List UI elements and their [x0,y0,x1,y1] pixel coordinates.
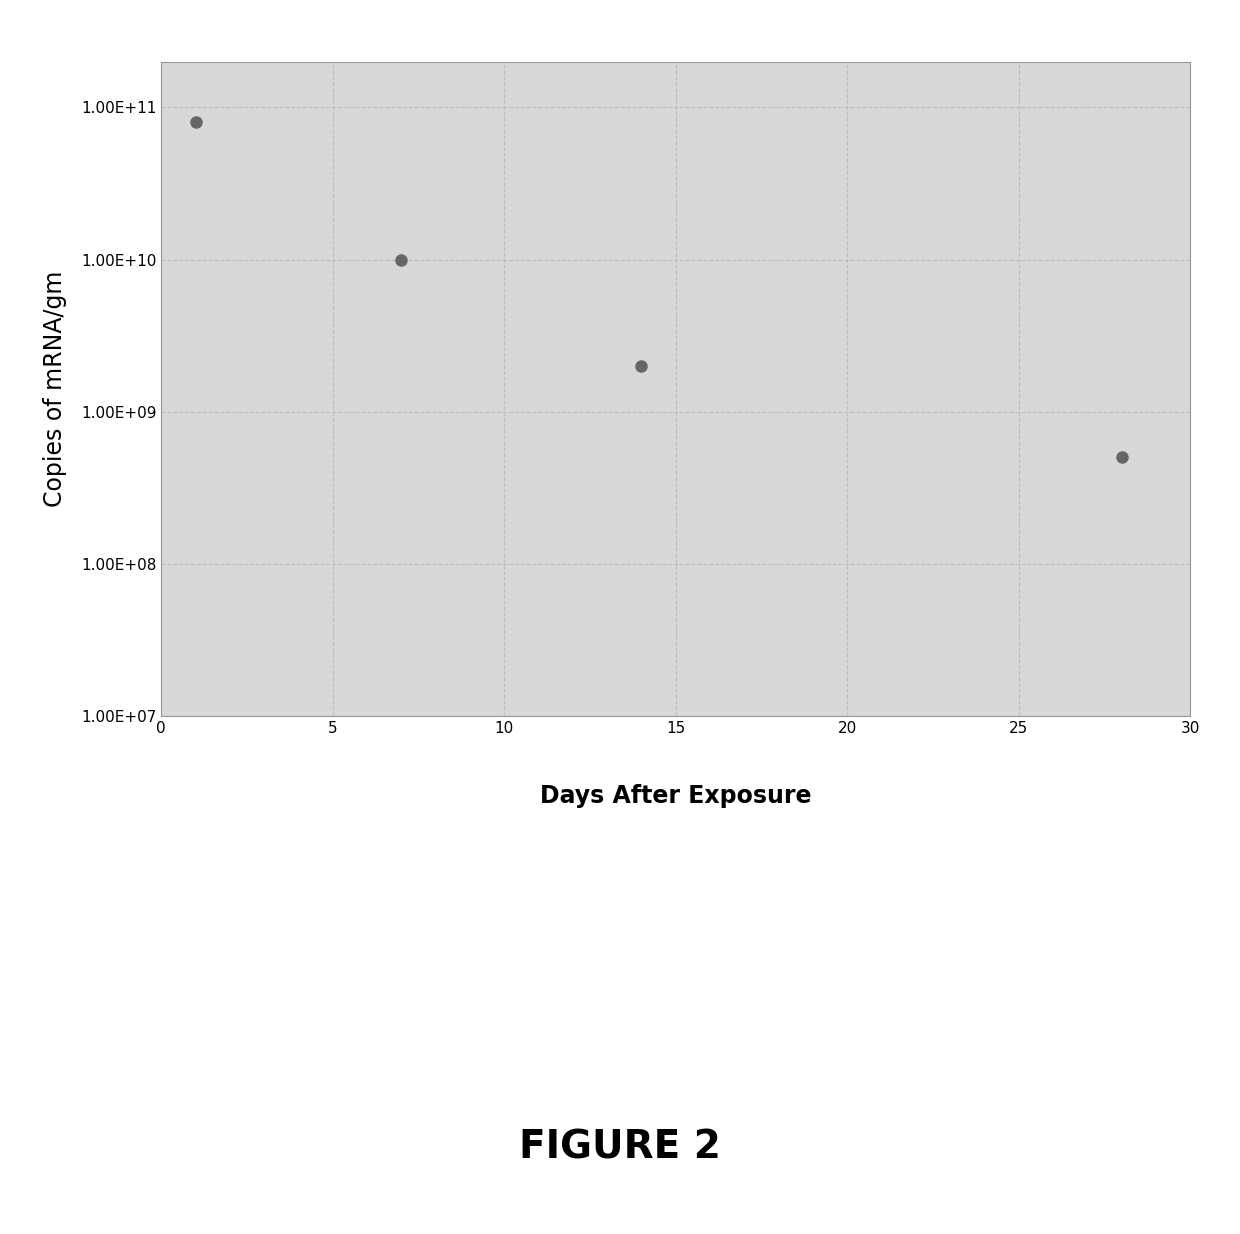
Point [392,249,412,269]
Point [186,112,206,132]
Y-axis label: Copies of mRNA/gm: Copies of mRNA/gm [43,270,67,507]
Text: Days After Exposure: Days After Exposure [541,784,811,808]
Text: FIGURE 2: FIGURE 2 [520,1129,720,1166]
Point [631,355,651,375]
Point [1112,448,1132,468]
